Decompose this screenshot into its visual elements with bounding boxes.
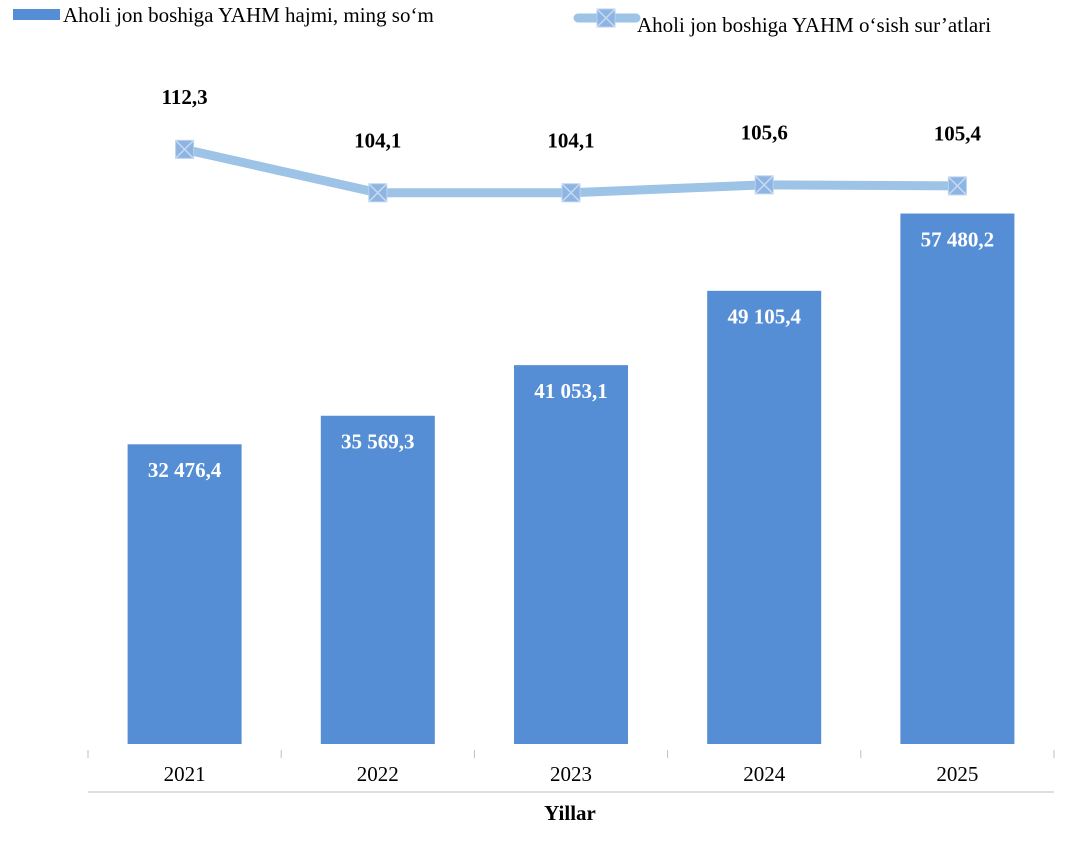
bar-value-label: 32 476,4 <box>148 458 222 482</box>
x-axis-title: Yillar <box>544 801 596 825</box>
legend-label: Aholi jon boshiga YAHM hajmi, ming so‘m <box>63 3 434 27</box>
bar-value-label: 41 053,1 <box>534 379 608 403</box>
line-value-label: 105,6 <box>741 121 788 145</box>
line-marker <box>947 176 967 196</box>
line-value-label: 104,1 <box>354 129 401 153</box>
x-tick-label: 2023 <box>550 762 592 786</box>
line-value-label: 105,4 <box>934 122 982 146</box>
bar <box>514 365 628 744</box>
line-marker <box>175 139 195 159</box>
legend-label: Aholi jon boshiga YAHM o‘sish sur’atlari <box>637 13 991 37</box>
x-tick-label: 2021 <box>164 762 206 786</box>
line-marker <box>561 183 581 203</box>
line-marker <box>754 175 774 195</box>
bar-value-label: 35 569,3 <box>341 430 415 454</box>
bar <box>127 444 242 744</box>
bar <box>900 213 1015 745</box>
bar-value-label: 57 480,2 <box>921 227 995 251</box>
bar <box>707 290 822 744</box>
legend-marker <box>596 8 616 28</box>
line-marker <box>368 183 388 203</box>
x-tick-label: 2025 <box>936 762 978 786</box>
legend-swatch <box>13 9 60 20</box>
line-value-label: 112,3 <box>162 85 208 109</box>
line-value-label: 104,1 <box>547 129 594 153</box>
bar-value-label: 49 105,4 <box>727 305 801 329</box>
x-tick-label: 2024 <box>743 762 786 786</box>
x-tick-label: 2022 <box>357 762 399 786</box>
bar <box>320 415 435 744</box>
